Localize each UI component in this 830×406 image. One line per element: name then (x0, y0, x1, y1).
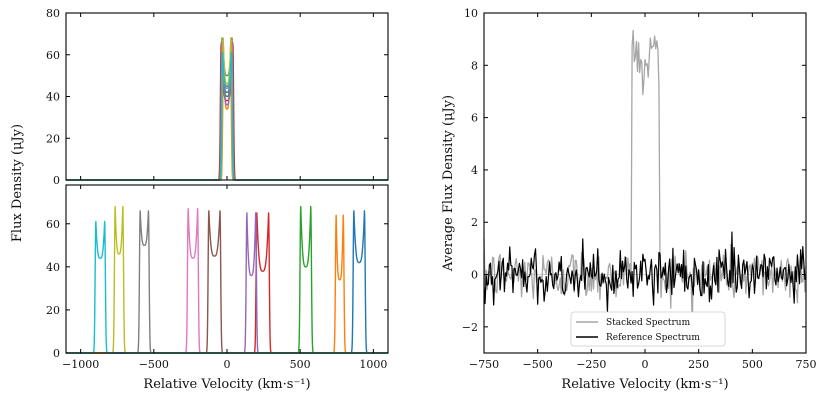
x-tick-label: 250 (688, 358, 709, 371)
y-tick-label: 4 (471, 164, 478, 177)
left-y-axis-label: Flux Density (μJy) (10, 124, 25, 242)
x-tick-label: 500 (290, 358, 311, 371)
y-tick-label: 20 (46, 304, 60, 317)
y-tick-label: 0 (53, 174, 60, 187)
series-line-profile-8 (66, 41, 388, 181)
right-y-axis-label: Average Flux Density (μJy) (441, 95, 456, 272)
y-tick-label: 60 (46, 218, 60, 231)
x-tick-label: −500 (139, 358, 169, 371)
series-line-stacked-spectrum (483, 29, 807, 328)
legend-label-reference: Reference Spectrum (606, 333, 700, 343)
x-tick-label: 1000 (359, 358, 387, 371)
y-tick-label: 0 (471, 269, 478, 282)
x-tick-label: −250 (576, 358, 606, 371)
series-line-profile-10 (66, 51, 388, 181)
right-ticks: −750 −500 −250 0 250 500 750 −2 0 2 4 6 8 10 (462, 7, 817, 371)
legend: Stacked Spectrum Reference Spectrum (570, 311, 726, 347)
y-tick-label: 2 (471, 216, 478, 229)
series-line-profile-7 (66, 39, 388, 181)
right-series-group (483, 29, 807, 328)
right-x-axis-label: Relative Velocity (km·s⁻¹) (561, 377, 728, 392)
x-tick-label: 0 (642, 358, 649, 371)
y-tick-label: 8 (471, 59, 478, 72)
y-tick-label: 6 (471, 112, 478, 125)
x-tick-label: −500 (523, 358, 553, 371)
y-tick-label: 40 (46, 91, 60, 104)
series-line-profile-1 (66, 41, 388, 181)
x-tick-label: 750 (796, 358, 817, 371)
x-tick-label: 0 (224, 358, 231, 371)
y-tick-label: 0 (53, 347, 60, 360)
y-tick-label: 60 (46, 49, 60, 62)
left-x-axis-label: Relative Velocity (km·s⁻¹) (143, 377, 310, 392)
left-top-panel: 0 20 40 60 80 (46, 7, 389, 187)
left-bottom-series-group (66, 205, 388, 354)
legend-box (570, 311, 726, 347)
series-line-reference-spectrum (483, 231, 807, 313)
series-line-profile-6 (66, 41, 388, 181)
x-tick-label: 500 (742, 358, 763, 371)
x-tick-label: −1000 (62, 358, 99, 371)
left-bottom-ticks: −1000 −500 0 500 1000 0 20 40 60 (46, 185, 388, 371)
series-line-profile-5 (66, 43, 388, 181)
left-top-series-group (66, 37, 388, 181)
y-tick-label: 40 (46, 261, 60, 274)
left-bottom-panel: −1000 −500 0 500 1000 0 20 40 60 (46, 184, 389, 371)
y-tick-label: −2 (462, 321, 478, 334)
y-tick-label: 20 (46, 132, 60, 145)
series-line-profile-4 (66, 43, 388, 181)
y-tick-label: 10 (464, 7, 478, 20)
series-line-profile-2 (66, 45, 388, 181)
y-tick-label: 80 (46, 7, 60, 20)
right-panel: −750 −500 −250 0 250 500 750 −2 0 2 4 6 8 10 (462, 7, 817, 371)
legend-label-stacked: Stacked Spectrum (606, 318, 691, 328)
left-top-ticks: 0 20 40 60 80 (46, 7, 388, 187)
x-tick-label: −750 (469, 358, 499, 371)
